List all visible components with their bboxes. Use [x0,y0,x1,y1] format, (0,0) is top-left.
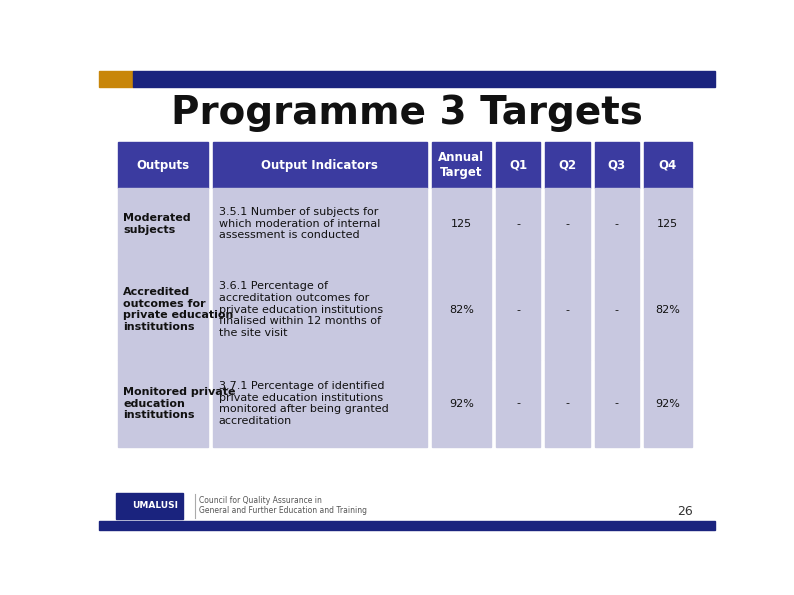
Bar [117,493,183,519]
Bar [118,360,208,447]
Bar [118,188,208,259]
Text: -: - [565,305,569,315]
Text: Annual
Target: Annual Target [438,151,484,179]
Bar [595,188,639,259]
Text: 82%: 82% [449,305,474,315]
Bar [545,188,590,259]
Bar [99,71,133,87]
Text: -: - [615,399,619,409]
Text: -: - [615,305,619,315]
Text: 82%: 82% [655,305,680,315]
Bar [213,259,426,360]
Text: Q2: Q2 [558,159,576,172]
Bar [432,142,491,188]
Bar [432,188,491,259]
Bar [595,142,639,188]
Text: -: - [516,399,520,409]
Text: -: - [565,399,569,409]
Text: 92%: 92% [449,399,474,409]
Text: 26: 26 [677,505,693,518]
Text: Q1: Q1 [509,159,527,172]
Bar [133,71,715,87]
Bar [432,360,491,447]
Bar [644,142,692,188]
Text: 3.6.1 Percentage of
accreditation outcomes for
private education institutions
fi: 3.6.1 Percentage of accreditation outcom… [218,281,383,338]
Bar [545,259,590,360]
Bar [496,188,541,259]
Text: Outputs: Outputs [137,159,190,172]
Text: Programme 3 Targets: Programme 3 Targets [171,93,643,131]
Bar [213,360,426,447]
Bar [545,360,590,447]
Text: -: - [615,219,619,228]
Bar [644,188,692,259]
Bar [213,142,426,188]
Text: Accredited
outcomes for
private education
institutions: Accredited outcomes for private educatio… [123,287,233,332]
Bar [496,259,541,360]
Text: UMALUSI: UMALUSI [132,501,178,511]
Bar [213,188,426,259]
Text: Council for Quality Assurance in
General and Further Education and Training: Council for Quality Assurance in General… [199,496,367,515]
Bar [595,259,639,360]
Bar [644,259,692,360]
Bar [644,360,692,447]
Text: Q4: Q4 [659,159,677,172]
Text: Moderated
subjects: Moderated subjects [123,213,191,234]
Text: 3.7.1 Percentage of identified
private education institutions
monitored after be: 3.7.1 Percentage of identified private e… [218,381,388,426]
Text: -: - [565,219,569,228]
Bar [99,521,715,530]
Text: 125: 125 [657,219,678,228]
Text: 125: 125 [451,219,472,228]
Bar [496,142,541,188]
Bar [595,360,639,447]
Text: Monitored private
education
institutions: Monitored private education institutions [123,387,236,420]
Bar [545,142,590,188]
Text: 92%: 92% [655,399,680,409]
Text: 3.5.1 Number of subjects for
which moderation of internal
assessment is conducte: 3.5.1 Number of subjects for which moder… [218,207,380,240]
Text: Output Indicators: Output Indicators [261,159,378,172]
Bar [118,142,208,188]
Text: -: - [516,305,520,315]
Bar [118,259,208,360]
Text: Q3: Q3 [607,159,626,172]
Bar [432,259,491,360]
Text: -: - [516,219,520,228]
Bar [496,360,541,447]
